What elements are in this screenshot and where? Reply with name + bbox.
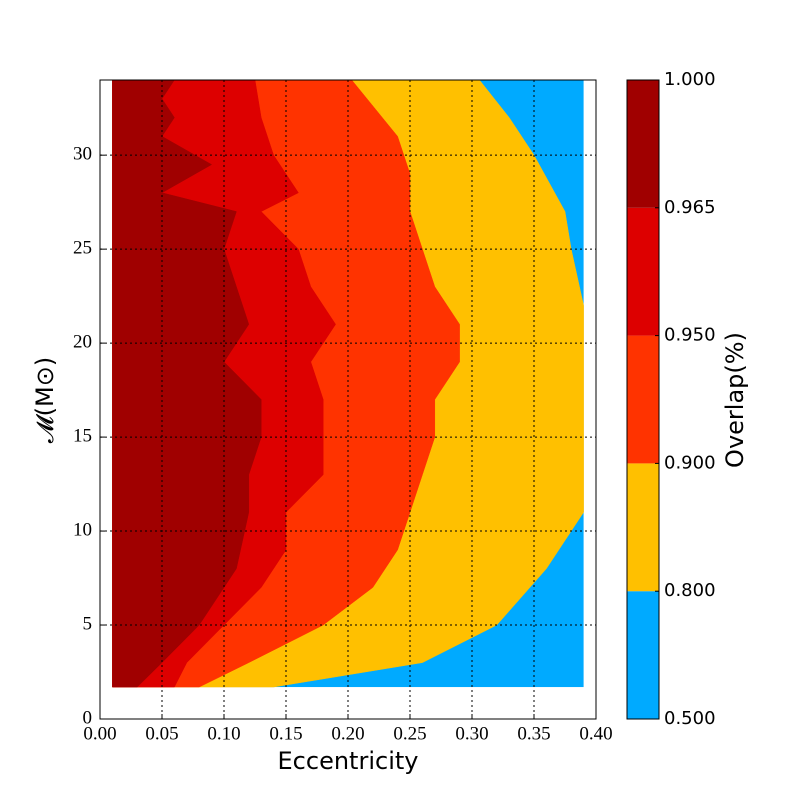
x-axis-label: Eccentricity (278, 747, 419, 775)
x-tick-label: 0.40 (579, 723, 612, 744)
x-tick-label: 0.20 (331, 723, 364, 744)
colorbar-tick-label: 0.950 (664, 325, 716, 346)
y-tick-label: 30 (73, 144, 92, 165)
x-tick-label: 0.00 (83, 723, 116, 744)
colorbar-label: Overlap(%) (721, 332, 749, 468)
x-tick-label: 0.30 (455, 723, 488, 744)
colorbar-frame (626, 79, 660, 720)
y-tick-label: 5 (83, 613, 93, 634)
x-tick-label: 0.15 (269, 723, 302, 744)
colorbar-tick-label: 0.965 (664, 197, 716, 218)
colorbar-band (627, 80, 659, 208)
y-tick-label: 15 (73, 425, 92, 446)
colorbar-tick-label: 0.500 (664, 708, 716, 729)
y-tick-label: 0 (83, 707, 93, 728)
x-tick-label: 0.35 (517, 723, 550, 744)
plot-frame (99, 79, 597, 720)
y-axis-label: 𝓜(M⊙) (31, 357, 59, 443)
colorbar-band (627, 207, 659, 336)
y-tick-label: 10 (73, 519, 92, 540)
colorbar-tick-label: 0.800 (664, 580, 716, 601)
colorbar-band (627, 335, 659, 464)
x-tick-label: 0.10 (207, 723, 240, 744)
colorbar-band (627, 591, 659, 719)
y-tick-label: 25 (73, 238, 92, 259)
colorbar-tick-label: 1.000 (664, 69, 716, 90)
x-tick-label: 0.25 (393, 723, 426, 744)
colorbar-band (627, 463, 659, 592)
y-tick-label: 20 (73, 331, 92, 352)
colorbar-tick-label: 0.900 (664, 452, 716, 473)
x-tick-label: 0.05 (145, 723, 178, 744)
